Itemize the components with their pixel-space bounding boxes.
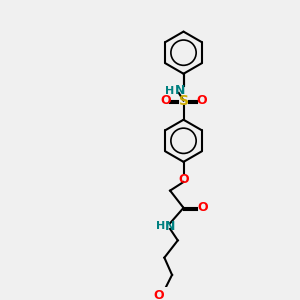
Text: O: O [178, 172, 189, 186]
Text: O: O [160, 94, 171, 107]
Text: N: N [165, 220, 175, 232]
Text: O: O [153, 289, 164, 300]
Text: N: N [175, 85, 185, 98]
Text: H: H [166, 86, 175, 96]
Text: S: S [178, 94, 188, 108]
Text: H: H [156, 221, 165, 231]
Text: O: O [196, 94, 207, 107]
Text: O: O [197, 201, 208, 214]
